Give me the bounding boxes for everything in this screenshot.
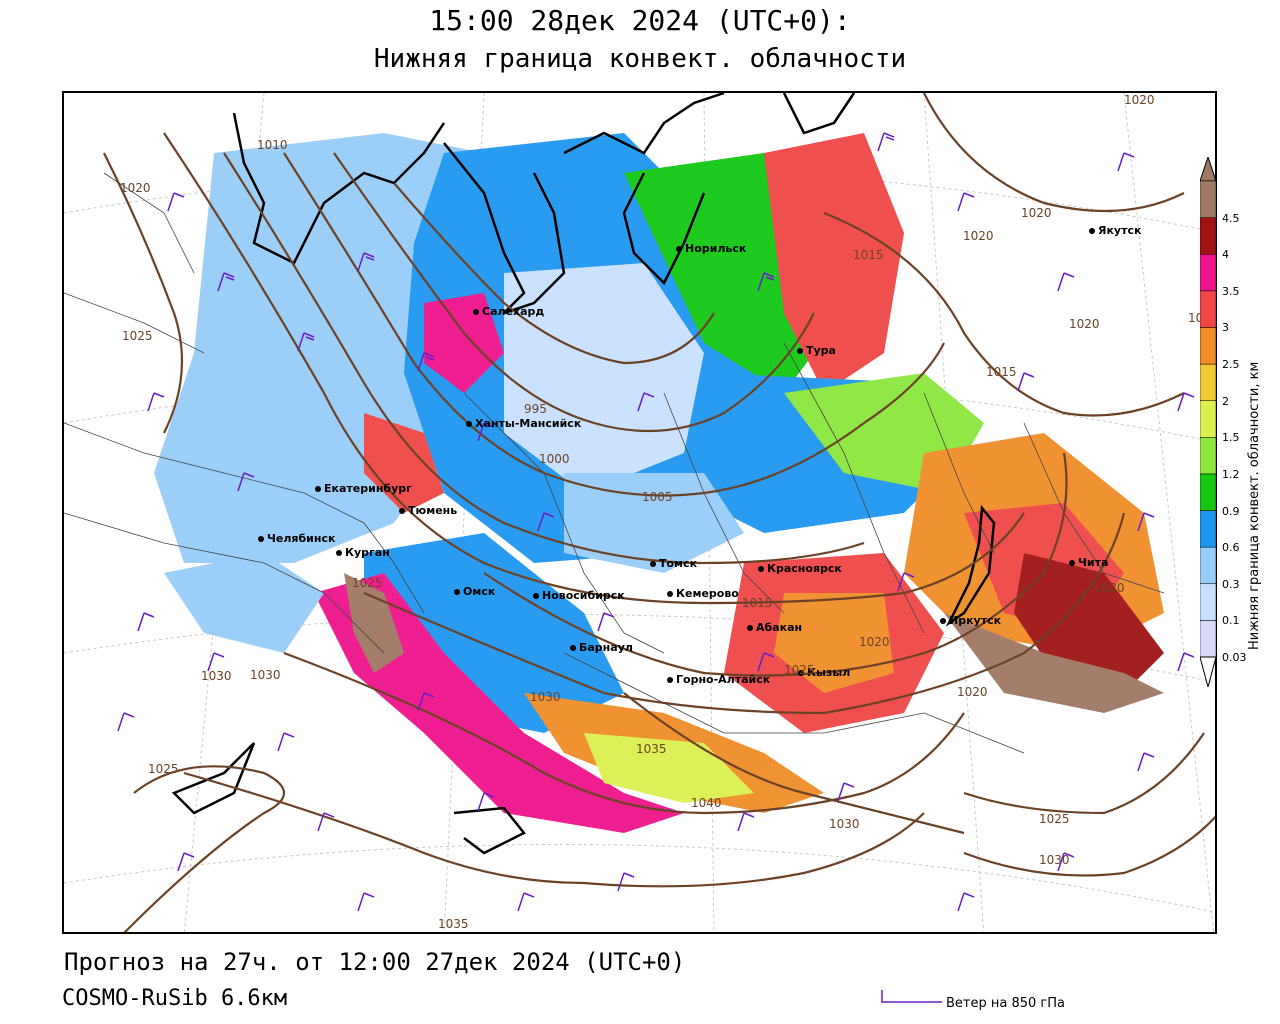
isobar-label: 995: [524, 402, 547, 416]
colorbar-swatch: [1200, 620, 1216, 658]
city-marker: Кемерово: [667, 587, 739, 600]
isobar-label: 1020: [1069, 317, 1100, 331]
isobar-label: 1030: [829, 817, 860, 831]
map-subtitle: Нижняя граница конвект. облачности: [373, 44, 907, 74]
colorbar-tick-label: 2.5: [1222, 358, 1240, 372]
colorbar-swatch: [1200, 253, 1216, 292]
city-marker: Якутск: [1089, 224, 1141, 237]
isobar-label: 1025: [1039, 812, 1070, 826]
colorbar-title: Нижняя граница конвект. облачности, км: [1247, 361, 1262, 650]
colorbar-top-arrow: [1200, 157, 1216, 182]
city-marker: Барнаул: [570, 641, 633, 654]
isobar-label: 1020: [120, 181, 151, 195]
isobar-label: 1035: [636, 742, 667, 756]
isobar-label: 1020: [1094, 581, 1125, 595]
colorbar-swatch: [1200, 437, 1216, 475]
isobar-label: 1020: [859, 635, 890, 649]
isobar-label: 1015: [853, 248, 884, 262]
city-marker: Томск: [650, 557, 697, 570]
colorbar-swatch: [1200, 327, 1216, 365]
isobar-label: 1025: [122, 329, 153, 343]
colorbar-swatch: [1200, 400, 1216, 438]
colorbar-tick-label: 1.2: [1222, 467, 1240, 481]
colorbar-tick-label: 1.5: [1222, 431, 1240, 445]
isobar-label: 1035: [438, 917, 469, 931]
city-marker: Иркутск: [940, 614, 1001, 627]
isobar-label: 1030: [250, 668, 281, 682]
model-name: COSMO-RuSib 6.6км: [62, 986, 288, 1011]
colorbar-tick-label: 0.03: [1222, 651, 1247, 664]
wind-barbs: [117, 132, 1195, 912]
colorbar-swatch: [1200, 473, 1216, 511]
city-marker: Горно-Алтайск: [667, 673, 770, 686]
city-marker: Чита: [1069, 556, 1108, 569]
city-marker: Омск: [454, 585, 495, 598]
isobar-label: 1025: [148, 762, 179, 776]
forecast-info: Прогноз на 27ч. от 12:00 27дек 2024 (UTC…: [64, 948, 686, 976]
colorbar-swatch: [1200, 290, 1216, 328]
isobar-label: 1020: [963, 229, 994, 243]
wind-barb-legend-icon: [881, 990, 942, 1003]
city-marker: Тюмень: [399, 504, 457, 517]
colorbar-tick-label: 3: [1222, 321, 1229, 335]
isobar-label: 1020: [957, 685, 988, 699]
colorbar-tick-label: 0.3: [1222, 577, 1240, 591]
isobar-label: 1010: [257, 138, 288, 152]
city-marker: Салехард: [473, 305, 544, 318]
colorbar-swatch: [1200, 180, 1216, 218]
wind-legend-label: Ветер на 850 гПа: [946, 996, 1065, 1011]
city-marker: Екатеринбург: [315, 482, 412, 495]
city-marker: Красноярск: [758, 562, 842, 575]
city-marker: Ханты-Мансийск: [466, 417, 581, 430]
colorbar-swatch: [1200, 546, 1216, 585]
colorbar: [1200, 157, 1216, 687]
colorbar-tick-label: 2: [1222, 394, 1229, 408]
colorbar-tick-label: 4: [1222, 248, 1229, 262]
isobar-label: 1005: [642, 490, 673, 504]
colorbar-tick-label: 4.5: [1222, 211, 1240, 225]
colorbar-swatch: [1200, 363, 1216, 401]
colorbar-tick-label: 0.9: [1222, 504, 1240, 518]
coastline: [171, 93, 996, 855]
city-marker: Тура: [797, 344, 836, 357]
cloud-field: [154, 133, 1164, 833]
colorbar-swatch: [1200, 583, 1216, 621]
colorbar-swatch: [1200, 217, 1216, 255]
isobars: [103, 93, 1215, 932]
colorbar-swatch: [1200, 510, 1216, 548]
isobar-label: 1030: [1039, 853, 1070, 867]
isobar-label: 1020: [1124, 93, 1155, 107]
isobar-label: 1025: [784, 663, 815, 677]
city-marker: Кызыл: [798, 666, 850, 679]
isobar-label: 1015: [986, 365, 1017, 379]
colorbar-tick-label: 0.6: [1222, 541, 1240, 555]
colorbar-tick-label: 3.5: [1222, 284, 1240, 298]
city-marker: Челябинск: [258, 532, 335, 545]
isobar-label: 1030: [530, 690, 561, 704]
map-canvas: [64, 93, 1215, 932]
isobar-label: 1020: [1021, 206, 1052, 220]
city-marker: Норильск: [676, 242, 746, 255]
colorbar-tick-label: 0.1: [1222, 614, 1240, 628]
weather-map: Якутск Норильск Салехард Тура Ханты-Манс…: [62, 91, 1217, 934]
isobar-label: 1015: [742, 596, 773, 610]
colorbar-bottom-arrow: [1200, 656, 1216, 687]
isobar-label: 1030: [201, 669, 232, 683]
map-title: 15:00 28дек 2024 (UTC+0):: [429, 4, 851, 37]
isobar-label: 1025: [352, 576, 383, 590]
isobar-label: 1040: [691, 796, 722, 810]
isobar-label: 1000: [539, 452, 570, 466]
city-marker: Новосибирск: [533, 589, 625, 602]
city-marker: Абакан: [747, 621, 802, 634]
city-marker: Курган: [336, 546, 390, 559]
